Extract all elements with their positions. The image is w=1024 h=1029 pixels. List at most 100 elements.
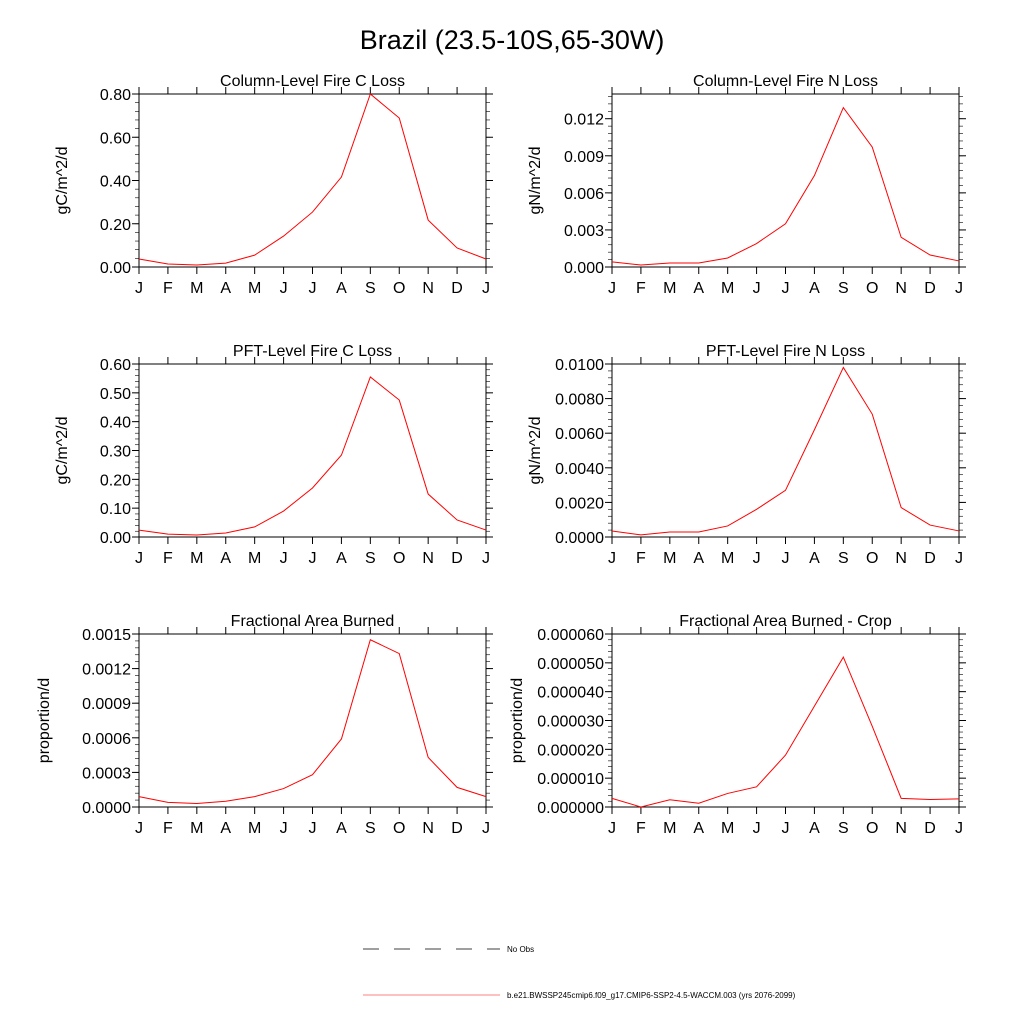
x-tick-label: D [924,280,936,297]
x-tick-label: O [866,280,878,297]
y-axis-label: proportion/d [36,678,53,763]
y-tick-label: 0.0015 [82,627,131,644]
x-tick-label: J [135,280,143,297]
x-tick-label: F [163,280,173,297]
y-tick-label: 0.000020 [537,742,604,759]
plot-frame [139,634,486,807]
x-tick-label: A [220,550,231,567]
x-tick-label: N [895,280,907,297]
x-tick-label: S [365,820,376,837]
x-tick-label: A [336,280,347,297]
x-tick-label: N [895,550,907,567]
x-tick-label: J [482,550,490,567]
y-tick-label: 0.0009 [82,696,131,713]
x-tick-label: J [280,820,288,837]
y-tick-label: 0.000 [564,260,604,277]
y-tick-label: 0.00 [100,260,131,277]
x-tick-label: A [336,820,347,837]
x-tick-label: D [924,820,936,837]
y-tick-label: 0.000050 [537,656,604,673]
y-tick-label: 0.0060 [555,426,604,443]
plot-frame [612,634,959,807]
y-tick-label: 0.000060 [537,627,604,644]
y-axis-label: gC/m^2/d [54,417,71,485]
x-tick-label: M [663,550,676,567]
y-tick-label: 0.0040 [555,461,604,478]
x-tick-label: S [838,280,849,297]
y-tick-label: 0.60 [100,357,131,374]
y-tick-label: 0.0012 [82,662,131,679]
y-tick-label: 0.20 [100,217,131,234]
y-tick-label: 0.000000 [537,800,604,817]
y-tick-label: 0.20 [100,472,131,489]
x-tick-label: D [924,550,936,567]
series-line-model [139,377,486,535]
y-tick-label: 0.009 [564,149,604,166]
x-tick-label: J [782,280,790,297]
series-line-model [612,657,959,807]
series-line-model [612,108,959,265]
x-tick-label: N [422,820,434,837]
plot-frame [139,94,486,267]
x-tick-label: J [135,820,143,837]
x-tick-label: J [955,820,963,837]
y-tick-label: 0.006 [564,186,604,203]
y-tick-label: 0.0100 [555,357,604,374]
x-tick-label: F [163,550,173,567]
x-tick-label: M [248,280,261,297]
x-tick-label: J [608,820,616,837]
x-tick-label: A [693,280,704,297]
y-tick-label: 0.000030 [537,714,604,731]
x-tick-label: A [220,280,231,297]
y-axis-label: gN/m^2/d [527,147,544,215]
y-tick-label: 0.0000 [555,530,604,547]
x-tick-label: M [721,280,734,297]
x-tick-label: M [721,550,734,567]
x-tick-label: D [451,550,463,567]
x-tick-label: J [753,820,761,837]
series-line-model [612,367,959,534]
y-tick-label: 0.40 [100,415,131,432]
legend: No Obs b.e21.BWSSP245cmip6.f09_g17.CMIP6… [363,945,796,1000]
x-tick-label: J [753,280,761,297]
x-tick-label: D [451,820,463,837]
x-tick-label: M [190,550,203,567]
x-tick-label: S [838,820,849,837]
x-tick-label: D [451,280,463,297]
y-axis-label: gC/m^2/d [54,147,71,215]
x-tick-label: J [753,550,761,567]
x-tick-label: O [393,820,405,837]
y-tick-label: 0.012 [564,112,604,129]
legend-label-model: b.e21.BWSSP245cmip6.f09_g17.CMIP6-SSP2-4… [507,991,796,1000]
y-tick-label: 0.50 [100,386,131,403]
x-tick-label: J [482,820,490,837]
x-tick-label: J [309,280,317,297]
x-tick-label: S [838,550,849,567]
x-tick-label: F [636,280,646,297]
y-tick-label: 0.40 [100,174,131,191]
x-tick-label: N [422,550,434,567]
y-axis-label: proportion/d [509,678,526,763]
x-tick-label: A [809,550,820,567]
x-tick-label: J [309,550,317,567]
y-tick-label: 0.0006 [82,731,131,748]
x-tick-label: A [336,550,347,567]
x-tick-label: J [482,280,490,297]
x-tick-label: J [782,550,790,567]
x-tick-label: F [636,550,646,567]
x-tick-label: F [636,820,646,837]
x-tick-label: J [280,280,288,297]
x-tick-label: M [190,820,203,837]
x-tick-label: J [955,550,963,567]
x-tick-label: M [248,550,261,567]
series-line-model [139,94,486,265]
x-tick-label: M [190,280,203,297]
x-tick-label: O [393,550,405,567]
x-tick-label: J [782,820,790,837]
x-tick-label: O [393,280,405,297]
